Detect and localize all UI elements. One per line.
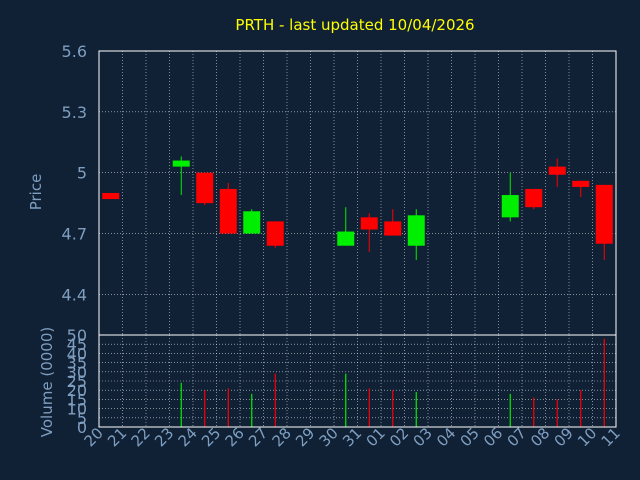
candle-body — [501, 195, 519, 218]
candle-body — [172, 160, 190, 167]
price-tick-label: 4.7 — [62, 225, 87, 244]
candles — [102, 156, 613, 260]
candle-24 — [196, 172, 214, 206]
candle-body — [525, 188, 543, 208]
x-tick-labels: 2021222324252627282930310102030405060708… — [81, 424, 624, 450]
candle-23 — [172, 156, 190, 196]
volume-axis-label: Volume (0000) — [38, 327, 56, 437]
price-tick-labels: 5.6 5.3 5 4.7 4.4 — [62, 42, 87, 304]
x-axis-label: Day — [333, 458, 363, 476]
candle-08 — [548, 158, 566, 187]
volume-bars — [180, 338, 605, 427]
candle-body — [219, 188, 237, 234]
volume-tick-label: 15 — [67, 390, 87, 409]
price-tick-label: 5.6 — [62, 42, 87, 61]
candle-body — [384, 221, 402, 236]
candle-25 — [219, 182, 237, 234]
candle-body — [337, 231, 355, 246]
candle-body — [572, 180, 590, 187]
candle-26 — [243, 209, 261, 234]
volume-tick-label: 5 — [77, 409, 87, 428]
candle-30 — [337, 207, 355, 246]
candle-06 — [501, 172, 519, 222]
candle-body — [243, 211, 261, 234]
candle-01 — [384, 209, 402, 236]
candle-body — [102, 193, 120, 200]
price-tick-label: 5.3 — [62, 103, 87, 122]
candle-02 — [407, 209, 425, 260]
volume-tick-label: 10 — [67, 400, 87, 419]
candle-body — [548, 166, 566, 175]
chart-title: PRTH - last updated 10/04/2026 — [235, 16, 474, 34]
volume-tick-label: 25 — [67, 372, 87, 391]
volume-tick-label: 50 — [67, 326, 87, 345]
price-tick-label: 5 — [77, 164, 87, 183]
candle-10 — [595, 184, 613, 260]
price-axis-label: Price — [27, 174, 45, 211]
candle-31 — [360, 213, 378, 252]
volume-grid — [99, 335, 616, 427]
price-grid — [99, 51, 616, 335]
volume-tick-label: 20 — [67, 381, 87, 400]
candle-body — [595, 184, 613, 244]
volume-tick-label: 30 — [67, 363, 87, 382]
candle-body — [360, 217, 378, 230]
candle-body — [266, 221, 284, 246]
price-tick-label: 4.4 — [62, 285, 87, 304]
volume-tick-label: 45 — [67, 335, 87, 354]
candle-07 — [525, 188, 543, 210]
candle-09 — [572, 180, 590, 198]
volume-tick-label: 35 — [67, 354, 87, 373]
volume-tick-label: 0 — [77, 418, 87, 437]
candle-20 — [102, 193, 120, 200]
candle-body — [407, 215, 425, 246]
candle-27 — [266, 221, 284, 248]
volume-tick-label: 40 — [67, 344, 87, 363]
candle-body — [196, 172, 214, 204]
volume-panel-frame — [98, 334, 617, 428]
